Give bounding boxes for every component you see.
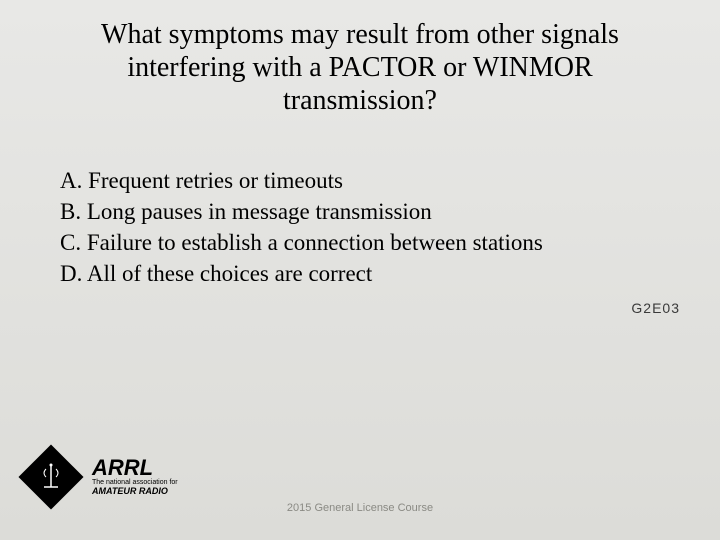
answer-option-b: B. Long pauses in message transmission (60, 196, 660, 227)
arrl-logo: ARRL The national association for AMATEU… (28, 454, 178, 500)
answer-option-a: A. Frequent retries or timeouts (60, 165, 660, 196)
answer-option-d: D. All of these choices are correct (60, 258, 660, 289)
logo-text-block: ARRL The national association for AMATEU… (92, 458, 178, 497)
answer-option-c: C. Failure to establish a connection bet… (60, 227, 660, 258)
footer-text: 2015 General License Course (0, 502, 720, 514)
question-reference: G2E03 (631, 300, 680, 316)
antenna-icon (36, 461, 66, 491)
slide: What symptoms may result from other sign… (0, 0, 720, 540)
answer-list: A. Frequent retries or timeouts B. Long … (60, 165, 660, 289)
logo-subtitle-2: AMATEUR RADIO (92, 486, 178, 496)
logo-main-text: ARRL (92, 458, 178, 478)
question-title: What symptoms may result from other sign… (60, 18, 660, 117)
logo-diamond-icon (18, 444, 83, 509)
logo-subtitle-1: The national association for (92, 479, 178, 486)
logo-diamond-inner (36, 461, 66, 493)
